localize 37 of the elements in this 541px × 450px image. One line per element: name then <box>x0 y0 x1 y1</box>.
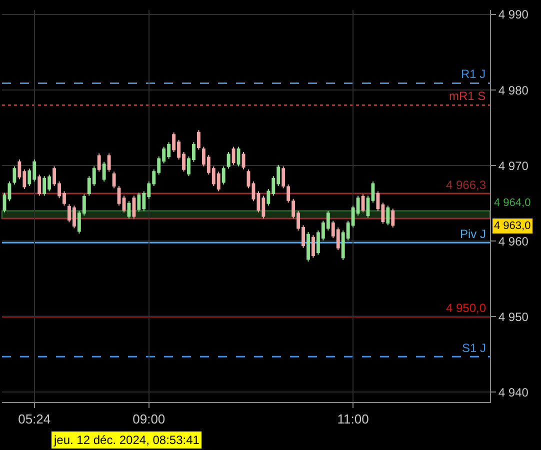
candlestick <box>132 195 136 219</box>
ref-line-label: 4 966,3 <box>446 178 486 192</box>
candlestick <box>306 232 310 262</box>
ref-line-label: mR1 S <box>449 89 486 103</box>
ref-line-label: 4 963,0 <box>494 220 531 232</box>
ref-line-label: R1 J <box>461 67 486 81</box>
ref-line-label: Piv J <box>460 227 486 241</box>
x-tick-label: 05:24 <box>18 412 51 427</box>
y-tick-label: 4 940 <box>498 385 529 400</box>
candlestick <box>102 161 106 182</box>
candlestick <box>222 166 226 185</box>
candlestick <box>312 234 315 258</box>
candlestick <box>386 205 390 226</box>
candlestick <box>371 180 375 204</box>
candlestick <box>38 174 42 196</box>
candlestick <box>196 130 200 150</box>
candlestick <box>236 146 240 167</box>
candlestick <box>97 153 101 172</box>
ref-line-label: 4 950,0 <box>446 301 486 315</box>
candlestick <box>12 166 16 185</box>
candlestick <box>226 152 230 170</box>
candlestick <box>8 180 12 202</box>
ref-line-label: S1 J <box>462 341 486 355</box>
candlestick <box>112 171 116 189</box>
candlestick <box>107 153 111 172</box>
y-tick-label: 4 950 <box>498 310 529 324</box>
x-tick-label: 11:00 <box>337 412 369 427</box>
text: jeu. 12 déc. 2024, 08:53:41 <box>53 433 200 447</box>
band-label: 4 964,0 <box>494 197 531 209</box>
candlestick <box>246 168 250 189</box>
candlestick <box>391 208 395 228</box>
y-tick-label: 4 980 <box>498 83 529 98</box>
y-tick-label: 4 970 <box>498 158 529 173</box>
y-tick-label: 4 960 <box>498 234 529 248</box>
x-tick-label: 09:00 <box>132 412 166 427</box>
y-tick-label: 4 990 <box>498 8 529 22</box>
candlestick <box>232 146 236 166</box>
